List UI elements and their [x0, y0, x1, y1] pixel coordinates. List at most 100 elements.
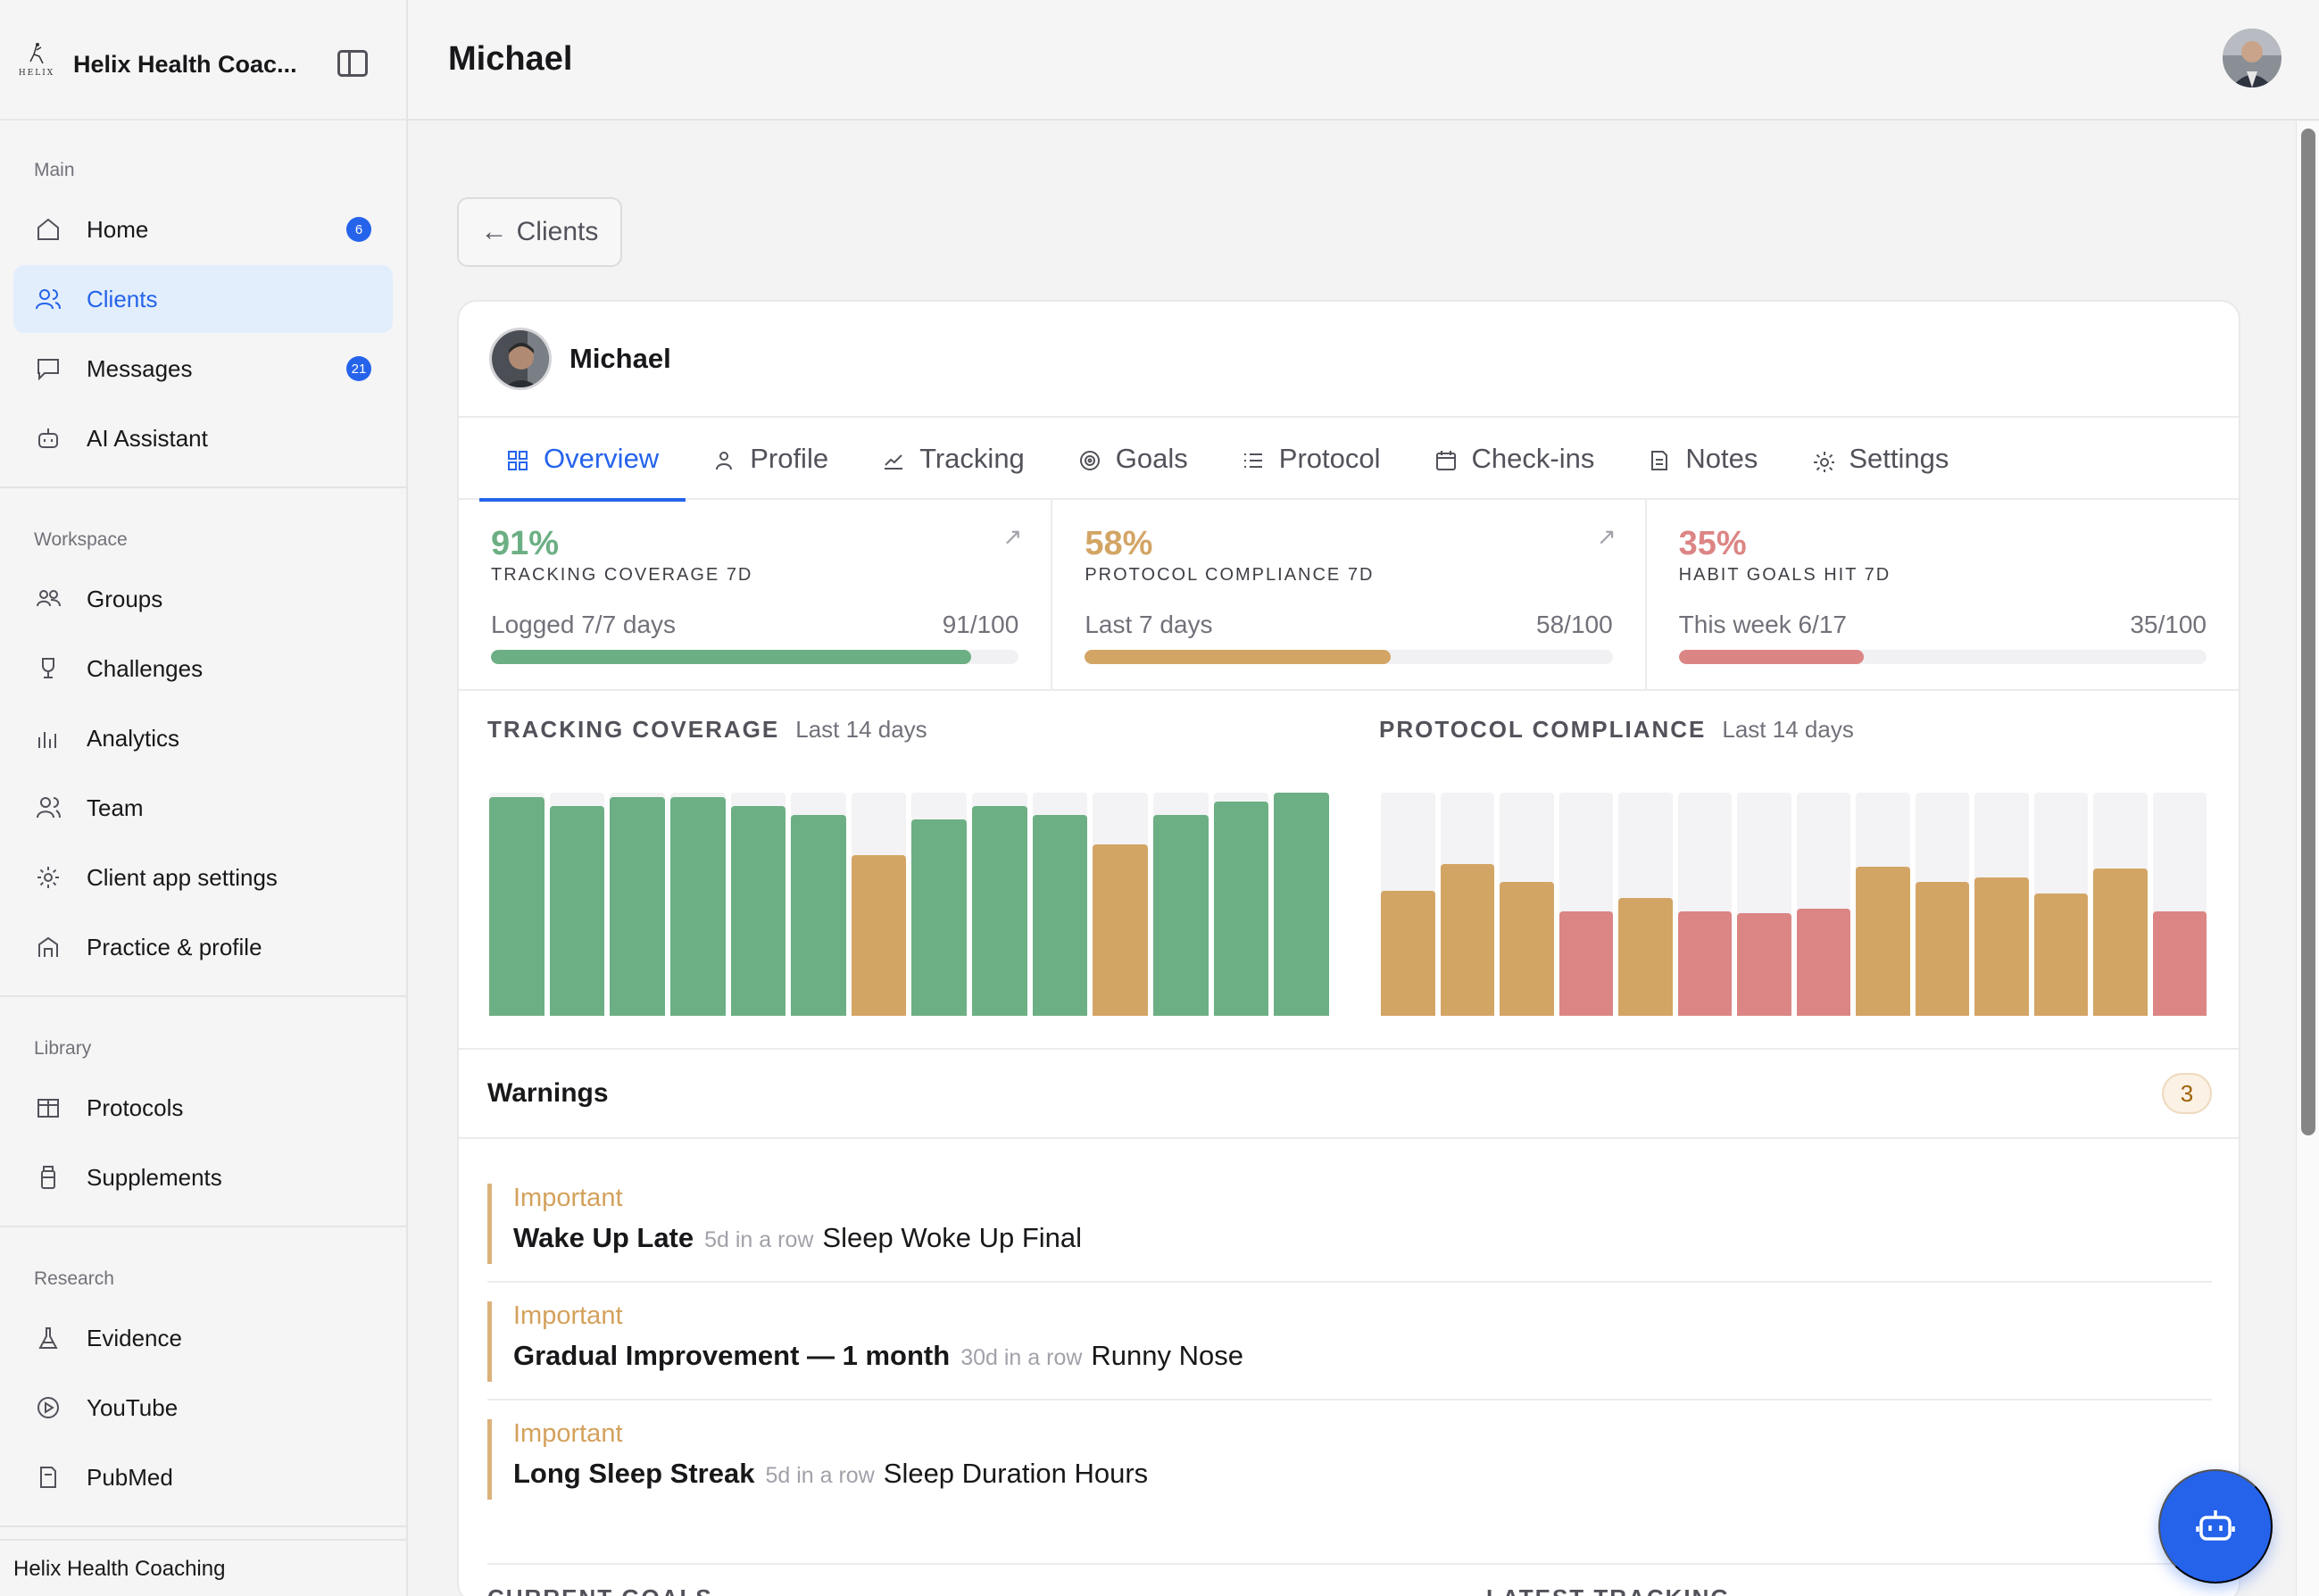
sidebar-item-client-app-settings[interactable]: Client app settings — [13, 844, 393, 911]
client-avatar — [489, 328, 552, 390]
sidebar-item-label: Messages — [87, 354, 193, 382]
chart-title: TRACKING COVERAGE Last 14 days — [487, 716, 1315, 744]
sidebar-item-label: Team — [87, 794, 144, 821]
tab-label: Notes — [1685, 443, 1758, 474]
sidebar-item-groups[interactable]: Groups — [13, 565, 393, 633]
chart-bars — [489, 793, 1329, 1016]
bottom-sections: CURRENT GOALS LATEST TRACKING — [487, 1563, 2212, 1596]
sidebar-item-youtube[interactable]: YouTube — [13, 1374, 393, 1442]
warning-level: Important — [513, 1301, 623, 1330]
sidebar-toggle-icon[interactable] — [337, 50, 368, 77]
tab-tracking[interactable]: Tracking — [855, 418, 1051, 500]
tab-goals[interactable]: Goals — [1051, 418, 1215, 500]
kpi-progress-fill — [491, 650, 972, 664]
count-badge: 21 — [346, 356, 371, 381]
bar-slot — [1796, 793, 1850, 1016]
brand: HELIX Helix Health Coac... — [0, 0, 406, 121]
warning-name: Long Sleep Streak — [513, 1458, 755, 1489]
tab-protocol[interactable]: Protocol — [1215, 418, 1408, 500]
tab-label: Settings — [1849, 443, 1949, 474]
tab-label: Check-ins — [1471, 443, 1595, 474]
sidebar-item-protocols[interactable]: Protocols — [13, 1074, 393, 1142]
kpi-progress-track — [491, 650, 1019, 664]
ai-assistant-fab[interactable] — [2158, 1469, 2273, 1584]
target-icon — [1078, 447, 1101, 470]
tab-profile[interactable]: Profile — [686, 418, 855, 500]
sidebar-item-clients[interactable]: Clients — [13, 265, 393, 333]
bar-slot — [1500, 793, 1554, 1016]
nav-heading: Library — [34, 1038, 92, 1059]
chart-bar — [489, 797, 544, 1016]
sidebar-item-challenges[interactable]: Challenges — [13, 635, 393, 702]
note-icon — [1648, 447, 1671, 470]
sidebar-item-ai-assistant[interactable]: AI Assistant — [13, 404, 393, 472]
warning-level: Important — [513, 1184, 623, 1212]
client-name: Michael — [569, 343, 671, 374]
nav-section-library: Library Protocols Supplements — [0, 997, 406, 1227]
chart-bar — [2033, 893, 2088, 1016]
warning-streak: 30d in a row — [960, 1345, 1083, 1370]
client-header: Michael — [459, 302, 2239, 418]
chart-bar — [1381, 891, 1435, 1016]
client-card: Michael Overview Profile Tracking Goals Prot… — [457, 300, 2240, 1596]
sidebar-item-supplements[interactable]: Supplements — [13, 1143, 393, 1211]
user-avatar[interactable] — [2223, 29, 2282, 87]
warning-item[interactable]: Important Long Sleep Streak 5d in a row Sle… — [487, 1419, 2212, 1500]
bar-slot — [1974, 793, 2029, 1016]
grid-icon — [506, 447, 529, 470]
sidebar-item-label: Challenges — [87, 654, 204, 682]
sidebar-item-pubmed[interactable]: PubMed — [13, 1443, 393, 1511]
kpi-card[interactable]: 58% PROTOCOL COMPLIANCE 7D Last 7 days 58/1… — [1052, 500, 1647, 689]
warning-item[interactable]: Important Wake Up Late 5d in a row Sleep Wo… — [487, 1184, 2212, 1283]
chart-title: PROTOCOL COMPLIANCE Last 14 days — [1379, 716, 2207, 744]
tab-settings[interactable]: Settings — [1784, 418, 1975, 500]
chart-bar — [1737, 913, 1791, 1016]
kpi-progress-fill — [1085, 650, 1392, 664]
chart-bar — [1558, 910, 1613, 1016]
arrow-up-right-icon: ↗ — [1596, 523, 1617, 550]
sidebar-item-label: Home — [87, 215, 149, 243]
chart-bar — [791, 815, 846, 1016]
sidebar-item-messages[interactable]: Messages 21 — [13, 335, 393, 403]
groups-icon — [35, 586, 62, 612]
chart-subtitle: Last 14 days — [1722, 716, 1854, 743]
warnings-count-badge: 3 — [2162, 1073, 2212, 1114]
warning-level: Important — [513, 1419, 623, 1448]
warning-name: Gradual Improvement — 1 month — [513, 1340, 951, 1371]
warnings-header: Warnings 3 — [459, 1050, 2239, 1139]
scrollbar[interactable] — [2296, 121, 2319, 1596]
current-goals-section: CURRENT GOALS — [487, 1584, 1486, 1596]
kpi-score: 58/100 — [1536, 611, 1613, 638]
sidebar-item-label: Practice & profile — [87, 933, 262, 960]
kpi-card[interactable]: 35% HABIT GOALS HIT 7D This week 6/17 35/10… — [1647, 500, 2239, 689]
chart-bar — [610, 797, 665, 1016]
page-title: Michael — [448, 40, 573, 78]
logo-figure-icon — [29, 42, 44, 63]
calendar-icon — [1434, 447, 1458, 470]
kpi-card[interactable]: 91% TRACKING COVERAGE 7D Logged 7/7 days 91… — [459, 500, 1053, 689]
tab-overview[interactable]: Overview — [479, 418, 686, 502]
bar-slot — [610, 793, 665, 1016]
tab-check-ins[interactable]: Check-ins — [1408, 418, 1622, 500]
kpi-label: PROTOCOL COMPLIANCE 7D — [1085, 565, 1375, 585]
sidebar-item-label: PubMed — [87, 1463, 173, 1491]
building-icon — [35, 934, 62, 960]
sidebar-item-evidence[interactable]: Evidence — [13, 1304, 393, 1372]
sidebar-item-practice-profile[interactable]: Practice & profile — [13, 913, 393, 981]
bar-slot — [2093, 793, 2148, 1016]
bar-slot — [1440, 793, 1494, 1016]
bot-icon — [35, 425, 62, 452]
bar-slot — [1381, 793, 1435, 1016]
scrollbar-thumb[interactable] — [2301, 129, 2315, 1135]
sidebar-item-team[interactable]: Team — [13, 774, 393, 842]
bot-icon — [2196, 1510, 2235, 1541]
bar-slot — [1737, 793, 1791, 1016]
sidebar-item-analytics[interactable]: Analytics — [13, 704, 393, 772]
back-to-clients-button[interactable]: ← Clients — [457, 197, 622, 267]
chart-bar — [1440, 864, 1494, 1016]
warning-item[interactable]: Important Gradual Improvement — 1 month 30… — [487, 1301, 2212, 1401]
chart-bar — [851, 855, 907, 1016]
bar-slot — [1558, 793, 1613, 1016]
sidebar-item-home[interactable]: Home 6 — [13, 195, 393, 263]
tab-notes[interactable]: Notes — [1621, 418, 1784, 500]
